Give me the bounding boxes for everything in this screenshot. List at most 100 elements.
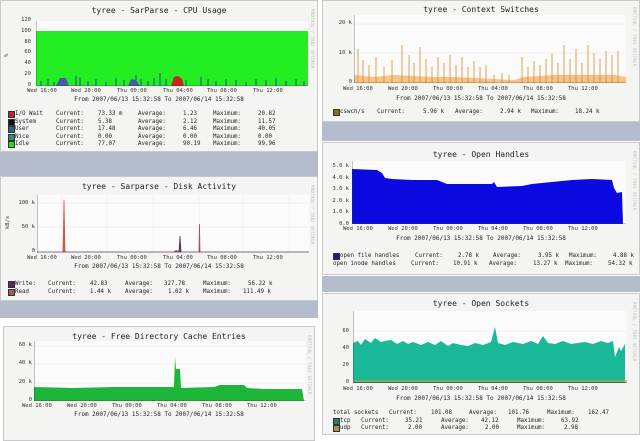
average-value: 90.19 <box>183 141 201 147</box>
y-tick: 60 <box>24 49 31 55</box>
current-value: 101.08 <box>431 410 452 416</box>
x-tick: Wed 20:00 <box>67 403 97 409</box>
maximum-label: Maximum: <box>547 410 575 416</box>
average-value: 1.02 k <box>168 288 189 295</box>
y-tick: 60 <box>342 328 349 334</box>
current-value: 2.78 k <box>458 253 479 259</box>
current-label: Current: <box>411 260 439 267</box>
average-value: 3.95 k <box>538 253 559 259</box>
x-tick: Wed 20:00 <box>71 255 101 261</box>
y-tick: 20 <box>24 71 31 77</box>
x-tick: Thu 04:00 <box>478 226 508 232</box>
rrdtool-watermark: RRDTOOL / TOBI OETIKER <box>310 185 315 245</box>
time-range: From 2007/06/13 15:32:58 To 2007/06/14 1… <box>74 411 244 418</box>
maximum-label: Maximum: <box>213 133 241 140</box>
time-range: From 2007/06/13 15:32:58 To 2007/06/14 1… <box>74 96 244 103</box>
average-value: 327.78 <box>164 281 185 287</box>
current-label: Current: <box>377 109 405 115</box>
x-tick: Thu 04:00 <box>478 86 508 92</box>
time-range: From 2007/06/13 15:32:58 To 2007/06/14 1… <box>396 95 566 102</box>
maximum-value: 2.98 <box>564 425 578 431</box>
rrdtool-watermark: RRDTOOL / TOBI OETIKER <box>307 335 312 395</box>
maximum-value: 4.88 k <box>613 253 634 259</box>
average-value: 1.23 <box>183 111 197 117</box>
separator-band <box>322 276 640 292</box>
legend-name: tcp <box>340 417 351 424</box>
current-label: Current: <box>56 141 84 147</box>
legend-name: open file handles <box>340 253 400 259</box>
current-value: 2.00 <box>408 425 422 431</box>
color-swatch <box>333 425 340 432</box>
y-tick: 4.0 k <box>332 175 349 181</box>
color-swatch <box>8 111 15 118</box>
y-tick: 100 <box>21 28 31 34</box>
y-tick: 40 k <box>18 360 32 366</box>
graph-title: tyree - Sarparse - Disk Activity <box>81 182 237 191</box>
x-tick: Wed 20:00 <box>388 86 418 92</box>
legend-row-user: User Current: 17.48 Average: 6.46 Maximu… <box>8 126 308 134</box>
average-label: Average: <box>138 133 166 140</box>
current-value: 77.07 <box>98 141 116 147</box>
legend-name: Read <box>15 288 29 295</box>
maximum-value: 99.96 <box>258 141 276 147</box>
maximum-value: 0.00 <box>258 133 272 140</box>
average-value: 2.12 <box>183 118 197 125</box>
plot-area <box>353 311 627 383</box>
average-label: Average: <box>489 260 517 267</box>
average-label: Average: <box>138 118 166 125</box>
current-label: Current: <box>56 118 84 125</box>
current-value: 17.48 <box>98 126 116 132</box>
color-swatch <box>333 253 340 260</box>
color-swatch <box>8 288 15 296</box>
x-tick: Thu 08:00 <box>202 403 232 409</box>
maximum-value: 18.24 k <box>575 109 600 115</box>
legend-name: I/O Wait <box>15 111 43 117</box>
x-tick: Thu 12:00 <box>247 403 277 409</box>
maximum-label: Maximum: <box>213 126 241 132</box>
legend-row-idle: Idle Current: 77.07 Average: 90.19 Maxim… <box>8 141 308 149</box>
x-tick: Thu 08:00 <box>523 386 553 392</box>
y-tick: 0 <box>31 248 35 254</box>
maximum-label: Maximum: <box>565 260 593 267</box>
legend-row-udp: udp Current: 2.00 Average: 2.00 Maximum:… <box>333 425 638 433</box>
legend-name: cswch/s <box>340 109 365 115</box>
y-tick: 80 <box>24 39 31 45</box>
x-tick: Thu 04:00 <box>478 386 508 392</box>
maximum-label: Maximum: <box>213 118 241 125</box>
y-tick: 0 <box>345 379 349 385</box>
x-tick: Wed 16:00 <box>343 226 373 232</box>
y-tick: 20 k <box>18 379 32 385</box>
average-label: Average: <box>493 253 521 259</box>
plot-area <box>34 341 306 401</box>
maximum-value: 54.32 k <box>608 260 633 267</box>
x-tick: Thu 12:00 <box>568 386 598 392</box>
legend: open file handles Current: 2.78 k Averag… <box>333 253 638 268</box>
color-swatch <box>333 417 340 425</box>
y-tick: 40 <box>24 60 31 66</box>
legend: total sockets Current: 101.08 Average: 1… <box>333 410 638 433</box>
y-tick: 60 k <box>18 342 32 348</box>
x-tick: Thu 00:00 <box>112 403 142 409</box>
color-swatch <box>8 141 15 148</box>
x-tick: Thu 00:00 <box>433 86 463 92</box>
legend-name: User <box>15 126 29 132</box>
x-tick: Wed 20:00 <box>71 88 101 94</box>
average-label: Average: <box>455 109 483 115</box>
average-label: Average: <box>138 111 166 117</box>
legend-name: total sockets <box>333 410 379 416</box>
maximum-label: Maximum: <box>203 288 231 295</box>
color-swatch <box>8 118 15 126</box>
plot-area <box>37 195 309 253</box>
maximum-label: Maximum: <box>531 109 559 115</box>
x-tick: Thu 12:00 <box>568 226 598 232</box>
rrdtool-watermark: RRDTOOL / TOBI OETIKER <box>632 7 637 67</box>
maximum-value: 56.22 k <box>248 281 273 287</box>
x-tick: Thu 08:00 <box>523 86 553 92</box>
legend-row-total-sockets: total sockets Current: 101.08 Average: 1… <box>333 410 638 418</box>
x-tick: Wed 20:00 <box>388 226 418 232</box>
x-tick: Wed 16:00 <box>343 86 373 92</box>
x-tick: Thu 00:00 <box>433 386 463 392</box>
y-tick: 0 <box>28 397 32 403</box>
maximum-value: 111.49 k <box>243 288 271 295</box>
color-swatch <box>8 281 15 288</box>
